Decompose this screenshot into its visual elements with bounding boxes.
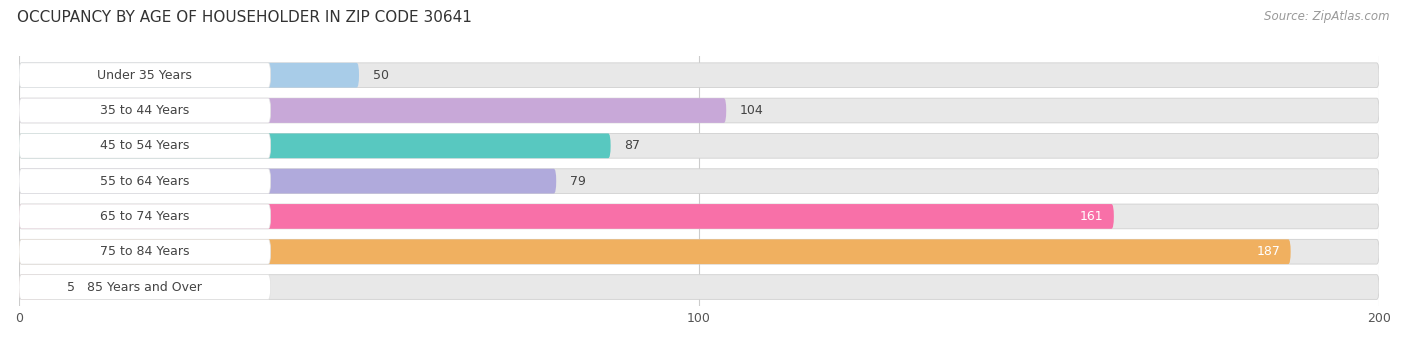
FancyBboxPatch shape <box>20 275 270 300</box>
Text: 161: 161 <box>1080 210 1104 223</box>
Text: 187: 187 <box>1257 245 1281 258</box>
Text: 65 to 74 Years: 65 to 74 Years <box>100 210 190 223</box>
Text: 79: 79 <box>569 175 586 188</box>
FancyBboxPatch shape <box>20 275 53 300</box>
FancyBboxPatch shape <box>20 63 270 88</box>
FancyBboxPatch shape <box>20 239 270 264</box>
FancyBboxPatch shape <box>20 169 270 193</box>
FancyBboxPatch shape <box>20 134 610 158</box>
FancyBboxPatch shape <box>20 275 1379 300</box>
FancyBboxPatch shape <box>20 204 1114 229</box>
Text: 5: 5 <box>66 280 75 293</box>
FancyBboxPatch shape <box>20 98 1379 123</box>
Text: 50: 50 <box>373 69 388 82</box>
Text: Under 35 Years: Under 35 Years <box>97 69 193 82</box>
Text: 87: 87 <box>624 139 640 152</box>
Text: 75 to 84 Years: 75 to 84 Years <box>100 245 190 258</box>
FancyBboxPatch shape <box>20 63 359 88</box>
FancyBboxPatch shape <box>20 239 1379 264</box>
FancyBboxPatch shape <box>20 169 1379 193</box>
FancyBboxPatch shape <box>20 134 270 158</box>
Text: OCCUPANCY BY AGE OF HOUSEHOLDER IN ZIP CODE 30641: OCCUPANCY BY AGE OF HOUSEHOLDER IN ZIP C… <box>17 10 472 25</box>
FancyBboxPatch shape <box>20 204 270 229</box>
Text: 85 Years and Over: 85 Years and Over <box>87 280 202 293</box>
FancyBboxPatch shape <box>20 98 727 123</box>
FancyBboxPatch shape <box>20 63 1379 88</box>
Text: Source: ZipAtlas.com: Source: ZipAtlas.com <box>1264 10 1389 23</box>
FancyBboxPatch shape <box>20 169 557 193</box>
Text: 45 to 54 Years: 45 to 54 Years <box>100 139 190 152</box>
Text: 35 to 44 Years: 35 to 44 Years <box>100 104 190 117</box>
FancyBboxPatch shape <box>20 239 1291 264</box>
FancyBboxPatch shape <box>20 98 270 123</box>
Text: 55 to 64 Years: 55 to 64 Years <box>100 175 190 188</box>
FancyBboxPatch shape <box>20 134 1379 158</box>
FancyBboxPatch shape <box>20 204 1379 229</box>
Text: 104: 104 <box>740 104 763 117</box>
